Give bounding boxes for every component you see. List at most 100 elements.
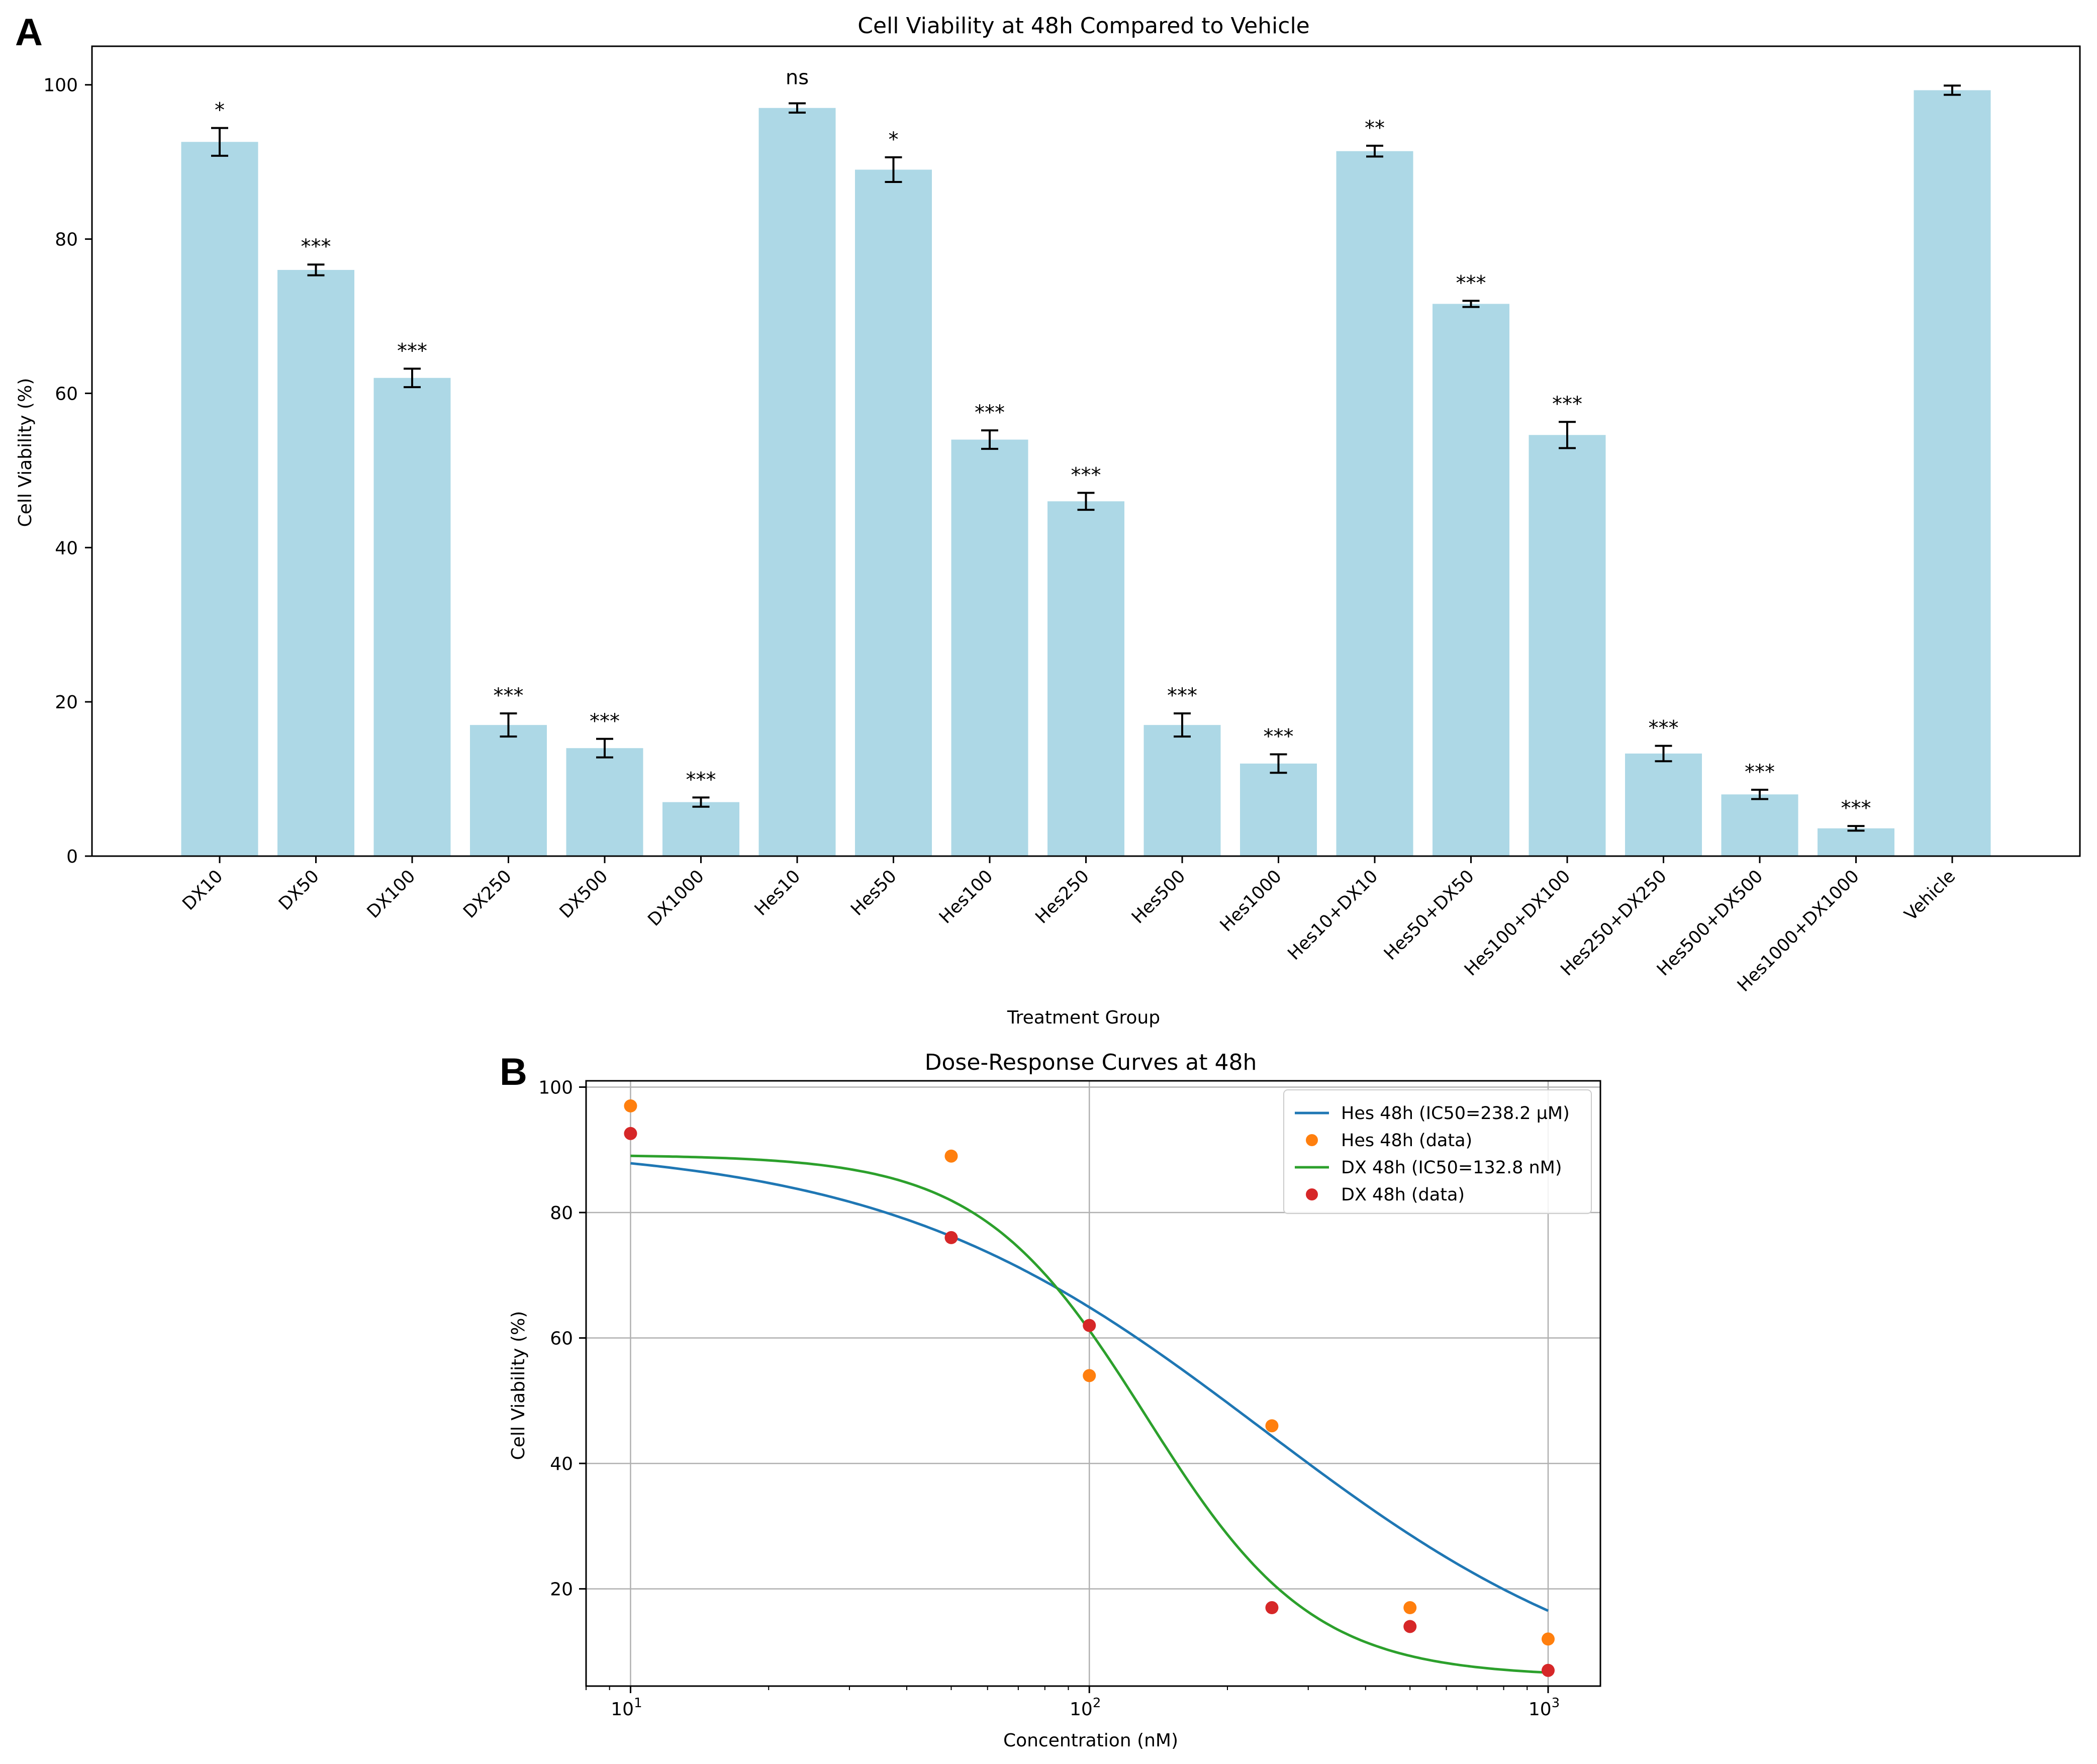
significance-label: *** — [1071, 463, 1101, 487]
significance-label: *** — [301, 235, 331, 258]
plot-frame-a — [91, 45, 2081, 857]
x-tick-label: 102 — [1070, 1696, 1101, 1720]
y-axis-label-a: Cell Viability (%) — [15, 378, 36, 527]
significance-label: *** — [1552, 393, 1582, 416]
legend: Hes 48h (IC50=238.2 µM) Hes 48h (data) DX … — [1283, 1089, 1592, 1214]
x-tick-label: Hes50+DX50 — [1380, 866, 1478, 964]
chart-title-b: Dose-Response Curves at 48h — [925, 1050, 1257, 1075]
significance-label: *** — [1841, 797, 1871, 820]
data-point — [1083, 1369, 1096, 1382]
data-point — [1403, 1620, 1417, 1633]
bar — [1433, 304, 1509, 856]
plot-frame-b — [585, 1080, 1601, 1687]
bar — [1914, 90, 1991, 856]
y-tick-label: 60 — [550, 1329, 573, 1349]
bar — [1336, 151, 1413, 857]
x-tick-base: 10 — [611, 1699, 634, 1720]
x-tick-exponent: 1 — [634, 1696, 642, 1711]
y-tick-label: 20 — [550, 1580, 573, 1600]
bar — [181, 142, 258, 856]
x-tick-label: Hes10 — [751, 866, 805, 920]
significance-label: * — [215, 99, 225, 122]
y-tick-label: 40 — [550, 1454, 573, 1474]
legend-label: DX 48h (data) — [1341, 1185, 1465, 1205]
y-tick-label: 0 — [66, 847, 78, 867]
data-point — [1403, 1601, 1417, 1615]
x-tick-label: 101 — [611, 1696, 642, 1720]
bar — [1721, 794, 1798, 856]
x-tick-label: Hes100+DX100 — [1461, 866, 1574, 980]
x-tick-label: DX500 — [556, 866, 612, 922]
data-point — [1541, 1632, 1555, 1646]
data-point — [1083, 1319, 1096, 1332]
significance-label: * — [889, 128, 899, 151]
x-tick-label: Hes100 — [935, 866, 997, 927]
y-tick-label: 100 — [538, 1077, 573, 1098]
data-point — [1265, 1419, 1279, 1433]
y-tick-label: 60 — [55, 384, 78, 404]
significance-label: *** — [975, 401, 1005, 424]
x-tick-label: Hes250 — [1032, 866, 1093, 927]
significance-label: *** — [1167, 684, 1197, 707]
bar — [277, 269, 354, 856]
y-ticks-a: 0 20 40 60 80 100 — [43, 75, 92, 867]
x-tick-label: Hes1000 — [1216, 866, 1286, 936]
x-tick-label: Vehicle — [1901, 866, 1960, 925]
bar — [470, 725, 547, 856]
significance-label: *** — [686, 768, 716, 791]
legend-label: Hes 48h (data) — [1341, 1131, 1472, 1151]
bar — [855, 169, 932, 856]
significance-labels: ****************ns**********************… — [215, 66, 1871, 820]
x-tick-label: Hes50 — [847, 866, 901, 920]
x-tick-label: DX50 — [275, 866, 323, 914]
bar — [662, 802, 739, 856]
significance-label: *** — [590, 710, 620, 733]
panel-label-a: A — [15, 11, 43, 54]
y-tick-label: 80 — [550, 1203, 573, 1224]
y-ticks-b: 20 40 60 80 100 — [538, 1077, 586, 1600]
y-tick-label: 100 — [43, 75, 78, 96]
x-ticks-b: 101 102 103 — [586, 1686, 1560, 1720]
y-axis-label-b: Cell Viability (%) — [508, 1311, 529, 1460]
bar — [1818, 828, 1894, 856]
chart-title-a: Cell Viability at 48h Compared to Vehicl… — [857, 13, 1310, 39]
legend-label: DX 48h (IC50=132.8 nM) — [1341, 1158, 1562, 1178]
significance-label: ns — [786, 66, 809, 89]
significance-label: *** — [1649, 717, 1679, 740]
bar — [1047, 501, 1124, 856]
bar — [951, 439, 1028, 856]
x-tick-base: 10 — [1529, 1699, 1552, 1720]
bar — [1143, 725, 1221, 856]
significance-label: *** — [494, 684, 524, 707]
bar-chart-panel-a: A Cell Viability at 48h Compared to Vehi… — [15, 11, 2081, 1028]
x-tick-label: DX10 — [179, 866, 227, 914]
panel-label-b: B — [500, 1051, 527, 1093]
bar — [1529, 435, 1606, 856]
legend-box — [1283, 1089, 1592, 1214]
x-tick-label: DX1000 — [644, 866, 708, 930]
significance-label: *** — [1264, 725, 1294, 748]
x-tick-label: Hes250+DX250 — [1557, 866, 1671, 980]
data-point — [1265, 1601, 1279, 1615]
bars — [181, 90, 1991, 857]
x-tick-label: Hes500+DX500 — [1653, 866, 1767, 980]
significance-label: *** — [1456, 271, 1486, 295]
x-tick-label: DX100 — [363, 866, 420, 922]
data-point — [624, 1127, 637, 1140]
x-tick-exponent: 2 — [1093, 1696, 1101, 1711]
legend-label: Hes 48h (IC50=238.2 µM) — [1341, 1103, 1570, 1124]
x-axis-label-a: Treatment Group — [1007, 1007, 1160, 1028]
data-point — [624, 1099, 637, 1112]
x-axis-label-b: Concentration (nM) — [1003, 1730, 1178, 1751]
significance-label: *** — [397, 339, 427, 362]
x-tick-label: 103 — [1529, 1696, 1560, 1720]
bar — [1240, 763, 1317, 856]
line-chart-panel-b: B Dose-Response Curves at 48h Concentrat… — [500, 1050, 1601, 1751]
bar — [1625, 753, 1702, 856]
x-tick-label: Hes10+DX10 — [1284, 866, 1382, 964]
x-tick-label: DX250 — [459, 866, 516, 922]
bar — [758, 108, 836, 856]
significance-label: *** — [1745, 761, 1775, 784]
significance-label: ** — [1365, 117, 1385, 140]
legend-marker — [1306, 1134, 1318, 1146]
